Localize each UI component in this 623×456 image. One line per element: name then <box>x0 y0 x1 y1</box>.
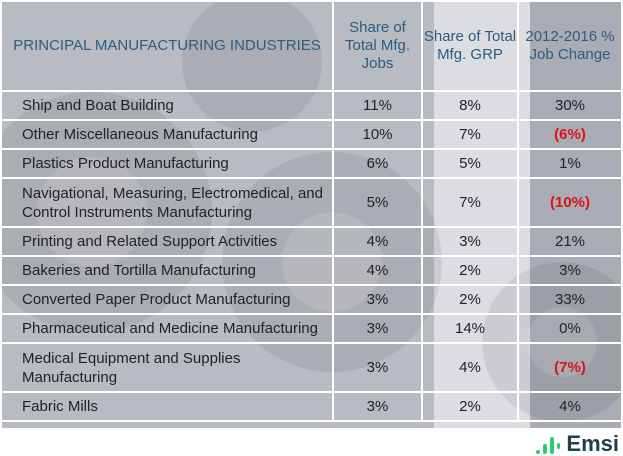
grp-cell: 8% <box>421 90 519 121</box>
header-row: PRINCIPAL MANUFACTURING INDUSTRIES Share… <box>2 2 621 92</box>
grp-cell: 2% <box>421 284 519 315</box>
table-row: Converted Paper Product Manufacturing 3% 2… <box>2 284 621 315</box>
industry-cell: Bakeries and Tortilla Manufacturing <box>2 255 334 286</box>
change-cell: 1% <box>517 148 621 179</box>
jobs-cell: 11% <box>332 90 423 121</box>
grp-cell: 2% <box>421 255 519 286</box>
emsi-bars-icon <box>536 437 561 454</box>
change-cell: 0% <box>517 313 621 344</box>
grp-cell: 4% <box>421 342 519 393</box>
logo-text: Emsi <box>566 431 619 456</box>
jobs-cell: 3% <box>332 391 423 422</box>
jobs-cell: 3% <box>332 342 423 393</box>
industry-cell: Plastics Product Manufacturing <box>2 148 334 179</box>
table-panel: PRINCIPAL MANUFACTURING INDUSTRIES Share… <box>2 2 621 428</box>
industry-cell: Navigational, Measuring, Electromedical,… <box>2 177 334 228</box>
col-header-change: 2012-2016 % Job Change <box>517 2 621 92</box>
grp-cell: 7% <box>421 119 519 150</box>
industry-cell: Pharmaceutical and Medicine Manufacturin… <box>2 313 334 344</box>
jobs-cell: 3% <box>332 284 423 315</box>
table-row: Printing and Related Support Activities 4… <box>2 226 621 257</box>
grp-cell: 2% <box>421 391 519 422</box>
table-row: Pharmaceutical and Medicine Manufacturin… <box>2 313 621 344</box>
change-cell: 3% <box>517 255 621 286</box>
change-cell: (10%) <box>517 177 621 228</box>
jobs-cell: 3% <box>332 313 423 344</box>
grp-cell: 3% <box>421 226 519 257</box>
jobs-cell: 10% <box>332 119 423 150</box>
table-row: Fabric Mills 3% 2% 4% <box>2 391 621 422</box>
table-row: Plastics Product Manufacturing 6% 5% 1% <box>2 148 621 179</box>
industries-table: PRINCIPAL MANUFACTURING INDUSTRIES Share… <box>2 2 621 422</box>
change-cell: (7%) <box>517 342 621 393</box>
grp-cell: 5% <box>421 148 519 179</box>
table-row: Medical Equipment and Supplies Manufactu… <box>2 342 621 393</box>
industry-cell: Converted Paper Product Manufacturing <box>2 284 334 315</box>
jobs-cell: 5% <box>332 177 423 228</box>
table-row: Ship and Boat Building 11% 8% 30% <box>2 90 621 121</box>
table-row: Navigational, Measuring, Electromedical,… <box>2 177 621 228</box>
industry-cell: Printing and Related Support Activities <box>2 226 334 257</box>
industry-cell: Ship and Boat Building <box>2 90 334 121</box>
industry-cell: Other Miscellaneous Manufacturing <box>2 119 334 150</box>
change-cell: 30% <box>517 90 621 121</box>
grp-cell: 7% <box>421 177 519 228</box>
jobs-cell: 4% <box>332 226 423 257</box>
col-header-grp: Share of Total Mfg. GRP <box>421 2 519 92</box>
industry-cell: Fabric Mills <box>2 391 334 422</box>
emsi-logo: Emsi <box>535 433 619 455</box>
change-cell: (6%) <box>517 119 621 150</box>
col-header-jobs: Share of Total Mfg. Jobs <box>332 2 423 92</box>
jobs-cell: 4% <box>332 255 423 286</box>
change-cell: 4% <box>517 391 621 422</box>
grp-cell: 14% <box>421 313 519 344</box>
jobs-cell: 6% <box>332 148 423 179</box>
change-cell: 33% <box>517 284 621 315</box>
table-row: Bakeries and Tortilla Manufacturing 4% 2% 3… <box>2 255 621 286</box>
industry-cell: Medical Equipment and Supplies Manufactu… <box>2 342 334 393</box>
change-cell: 21% <box>517 226 621 257</box>
table-row: Other Miscellaneous Manufacturing 10% 7% (6… <box>2 119 621 150</box>
table-title: PRINCIPAL MANUFACTURING INDUSTRIES <box>2 2 334 92</box>
